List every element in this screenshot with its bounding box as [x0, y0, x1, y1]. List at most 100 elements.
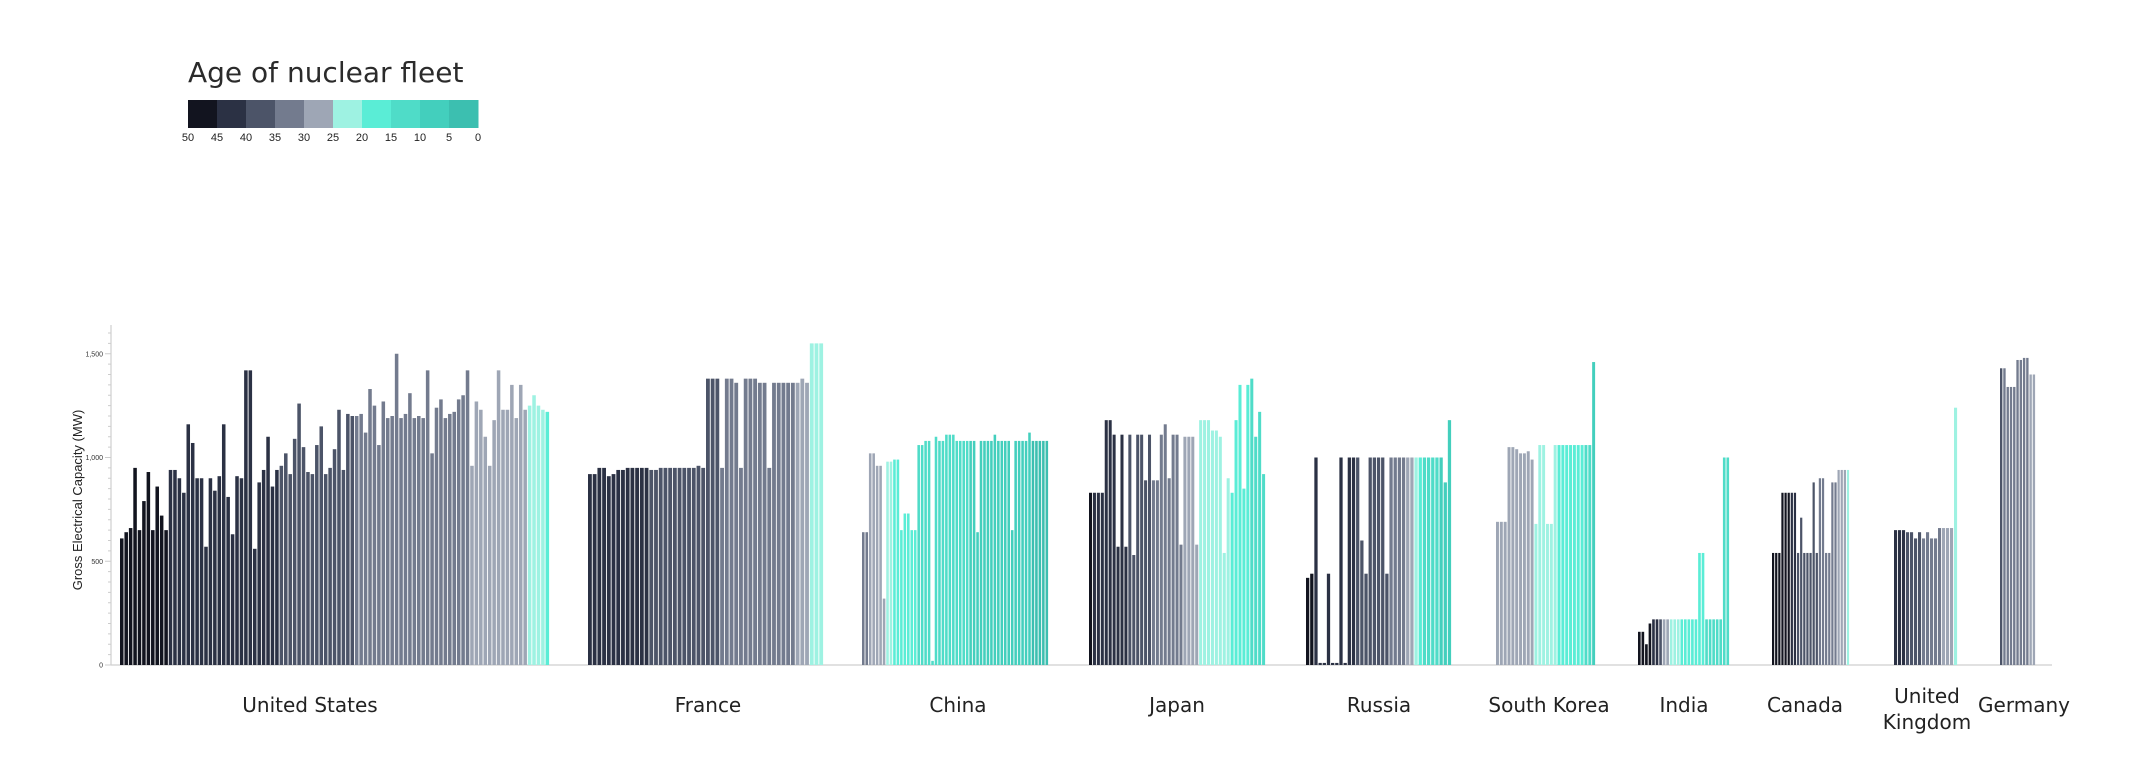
legend-swatch — [449, 100, 479, 128]
bar — [639, 467, 644, 666]
bar — [952, 434, 955, 665]
bar — [341, 469, 346, 665]
bar — [1825, 552, 1828, 665]
legend-tick-label: 5 — [446, 132, 452, 144]
bar — [1218, 436, 1222, 665]
bar — [976, 532, 979, 665]
bar — [412, 418, 417, 665]
bar — [381, 401, 386, 665]
bar — [1902, 530, 1906, 666]
bar — [1010, 530, 1014, 666]
bar — [275, 469, 279, 665]
bar — [394, 353, 399, 665]
bar — [1163, 424, 1167, 665]
bar — [1381, 457, 1385, 665]
bar — [1701, 552, 1705, 665]
bar — [1136, 434, 1140, 665]
bar — [1800, 517, 1803, 665]
bar — [1148, 434, 1152, 665]
bar — [2022, 357, 2026, 665]
bar — [1673, 619, 1677, 665]
country-label: Kingdom — [1883, 710, 1971, 734]
y-tick-label: 1,000 — [85, 455, 103, 462]
bar — [1894, 530, 1898, 666]
bar — [501, 409, 505, 665]
bar — [1014, 440, 1017, 665]
bar — [889, 461, 893, 665]
bar — [1580, 445, 1584, 665]
bar — [346, 413, 350, 665]
bar — [1112, 434, 1116, 665]
bar — [1389, 457, 1393, 665]
bar — [430, 453, 434, 665]
bar — [762, 382, 767, 665]
bar — [1116, 546, 1120, 665]
bar — [1778, 552, 1781, 665]
bar — [2000, 368, 2003, 665]
bar — [483, 436, 488, 665]
bar — [532, 395, 536, 665]
bar — [372, 405, 377, 666]
bar — [323, 474, 328, 665]
bar — [545, 411, 550, 665]
bar — [1722, 457, 1726, 665]
bar — [1092, 492, 1096, 665]
bar — [1515, 449, 1519, 665]
bar — [993, 434, 997, 665]
bar — [1207, 420, 1211, 665]
bar — [385, 418, 390, 665]
bar — [155, 486, 159, 665]
legend-tick-label: 15 — [385, 132, 397, 144]
bar — [611, 474, 616, 665]
country-label: India — [1659, 693, 1708, 717]
bar — [146, 472, 151, 665]
bar — [1331, 662, 1335, 665]
bar — [1339, 457, 1343, 665]
bar — [257, 482, 261, 665]
bar — [1781, 492, 1784, 665]
bar — [1708, 619, 1712, 665]
bar — [1793, 492, 1797, 665]
bar — [1687, 619, 1691, 665]
bar — [1171, 434, 1175, 665]
bar — [865, 532, 869, 665]
bar — [903, 513, 907, 665]
bar — [962, 440, 965, 665]
bar — [279, 465, 284, 665]
bar — [417, 416, 421, 665]
bar — [958, 440, 962, 665]
bar — [133, 467, 137, 666]
bar — [1565, 445, 1569, 665]
bar — [1519, 453, 1523, 665]
bar — [496, 370, 501, 665]
bar — [1922, 538, 1926, 665]
bar — [868, 453, 872, 665]
bar — [492, 420, 496, 665]
bar — [1214, 430, 1218, 665]
bar — [2032, 374, 2036, 665]
bar — [1821, 478, 1825, 665]
legend-tick-label: 40 — [240, 132, 252, 144]
bar — [1155, 480, 1159, 665]
country-labels: United States France China Japan Russia South… — [242, 684, 2070, 734]
legend-swatch — [217, 100, 247, 128]
bar — [297, 403, 301, 665]
bar — [434, 407, 439, 665]
bar — [658, 467, 663, 666]
bar — [1031, 440, 1035, 665]
bar — [809, 343, 814, 666]
bar — [474, 401, 479, 665]
bar — [1418, 457, 1422, 665]
bar — [284, 453, 288, 665]
bar — [1199, 420, 1203, 665]
bar — [164, 530, 168, 666]
bar — [920, 445, 924, 665]
bar — [819, 343, 824, 666]
bar — [177, 478, 182, 665]
bar — [1439, 457, 1443, 665]
bar — [772, 382, 776, 665]
bar — [691, 467, 696, 666]
bar — [439, 399, 443, 665]
bar — [1803, 552, 1806, 665]
